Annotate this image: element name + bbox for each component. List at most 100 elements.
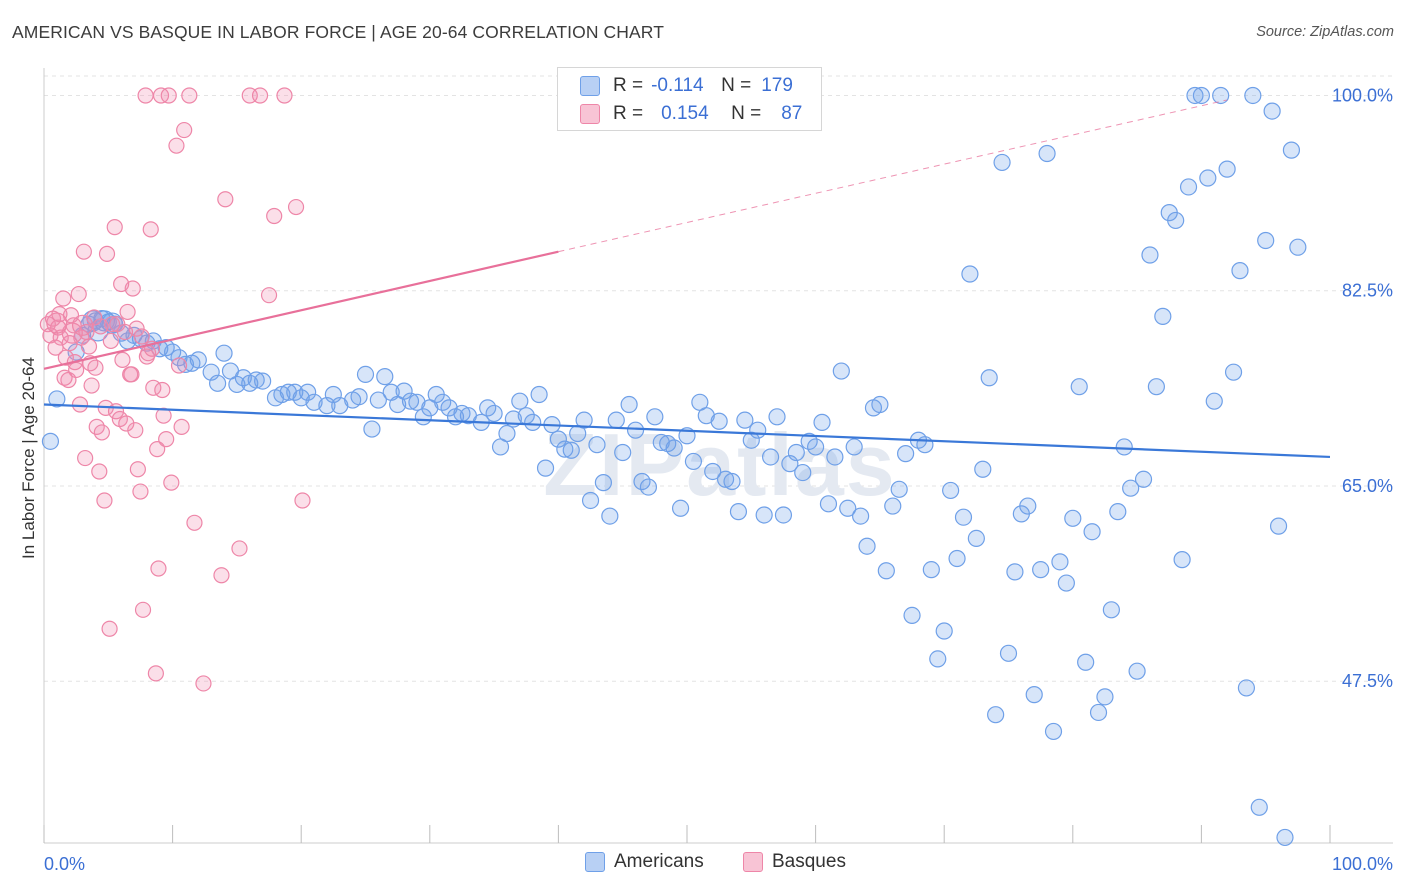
basques-point (150, 560, 167, 577)
americans-point (961, 265, 979, 283)
americans-point (1179, 178, 1198, 196)
basques-point (123, 366, 140, 383)
americans-point (993, 153, 1011, 172)
americans-point (524, 413, 542, 431)
basques-point (137, 87, 154, 104)
americans-point (594, 474, 613, 492)
americans-point (1083, 523, 1101, 541)
americans-point (736, 411, 754, 429)
americans-point (1276, 828, 1294, 847)
americans-point (1212, 86, 1230, 105)
americans-point (1115, 438, 1133, 456)
americans-legend-label: Americans (614, 851, 704, 872)
basques-point (87, 359, 104, 376)
basques-point (173, 418, 190, 435)
americans-point (575, 411, 593, 429)
americans-point (299, 383, 317, 401)
americans-point (581, 491, 600, 510)
americans-point (176, 355, 195, 373)
americans-point (1019, 497, 1037, 515)
americans-point (1051, 553, 1069, 571)
legend-row-americans: R = -0.114 N = 179 (580, 74, 793, 98)
americans-point (1282, 141, 1301, 159)
basques-point (106, 219, 123, 236)
basques-point (128, 320, 145, 337)
americans-point (704, 462, 722, 481)
americans-point (646, 408, 664, 426)
basques-point (138, 348, 155, 365)
americans-point (215, 344, 233, 362)
americans-point (1269, 517, 1288, 535)
americans-point (723, 472, 741, 491)
basques-swatch (580, 104, 600, 124)
americans-point (588, 436, 606, 454)
bottom-legend-basques: Basques (743, 851, 846, 873)
americans-point (871, 395, 889, 414)
americans-point (948, 549, 966, 568)
americans-point (1134, 470, 1153, 488)
americans-point (749, 421, 767, 439)
americans-point (620, 395, 638, 414)
basques-trend-line-solid (43, 250, 559, 370)
basques-point (133, 328, 150, 345)
americans-point (665, 439, 683, 457)
bottom-legend-americans: Americans (585, 851, 704, 873)
americans-point (626, 421, 645, 439)
americans-point (755, 506, 773, 524)
basques-point (134, 601, 152, 618)
legend-row-basques: R = 0.154 N = 87 (580, 102, 802, 126)
americans-point (48, 390, 66, 408)
basques-point (52, 329, 69, 346)
basques-point (154, 381, 171, 399)
basques-point (142, 221, 159, 238)
legend-n-value: 179 (761, 75, 793, 96)
chart-title: AMERICAN VS BASQUE IN LABOR FORCE | AGE … (12, 22, 665, 42)
basques-point (158, 431, 175, 448)
americans-point (209, 374, 227, 392)
x-tick-label-min: 0.0% (44, 854, 85, 874)
americans-point (1205, 392, 1223, 410)
basques-point (92, 318, 109, 335)
americans-point (247, 371, 265, 389)
americans-point (806, 438, 825, 456)
americans-point (1102, 601, 1120, 619)
stats-legend: R = -0.114 N = 179 R = 0.154 N = 87 (557, 67, 822, 131)
basques-point (170, 357, 188, 374)
americans-point (716, 470, 735, 488)
americans-point (279, 383, 297, 401)
basques-point (113, 275, 130, 293)
americans-point (440, 399, 458, 417)
americans-legend-swatch (585, 852, 605, 872)
americans-point (1025, 686, 1043, 704)
americans-point (1173, 551, 1191, 569)
americans-point (601, 507, 619, 525)
americans-point (922, 561, 940, 579)
basques-point (132, 483, 149, 500)
americans-point (1006, 563, 1024, 581)
basques-point (147, 665, 164, 682)
americans-point (652, 433, 670, 452)
americans-point (671, 499, 690, 517)
y-tick-label: 82.5% (1342, 281, 1393, 301)
americans-point (1064, 509, 1082, 527)
basques-point (56, 369, 73, 386)
americans-point (1128, 662, 1146, 680)
basques-point (77, 449, 94, 467)
americans-point (485, 404, 503, 423)
basques-trend-line-dashed (558, 99, 1228, 253)
americans-trend-line-solid (43, 403, 1331, 459)
legend-r-value: -0.114 (651, 75, 704, 96)
basques-point (163, 474, 180, 491)
americans-point (1192, 86, 1211, 105)
americans-point (401, 392, 420, 410)
americans-point (852, 507, 870, 525)
basques-point (119, 303, 136, 321)
x-tick-labels: 0.0% 100.0% (44, 854, 1393, 874)
basques-legend-swatch (743, 852, 763, 872)
americans-point (787, 443, 805, 462)
legend-r-value: 0.154 (661, 103, 709, 124)
basques-point (93, 424, 110, 441)
basques-point (46, 312, 68, 334)
basques-point (101, 620, 118, 637)
basques-point (70, 285, 87, 303)
